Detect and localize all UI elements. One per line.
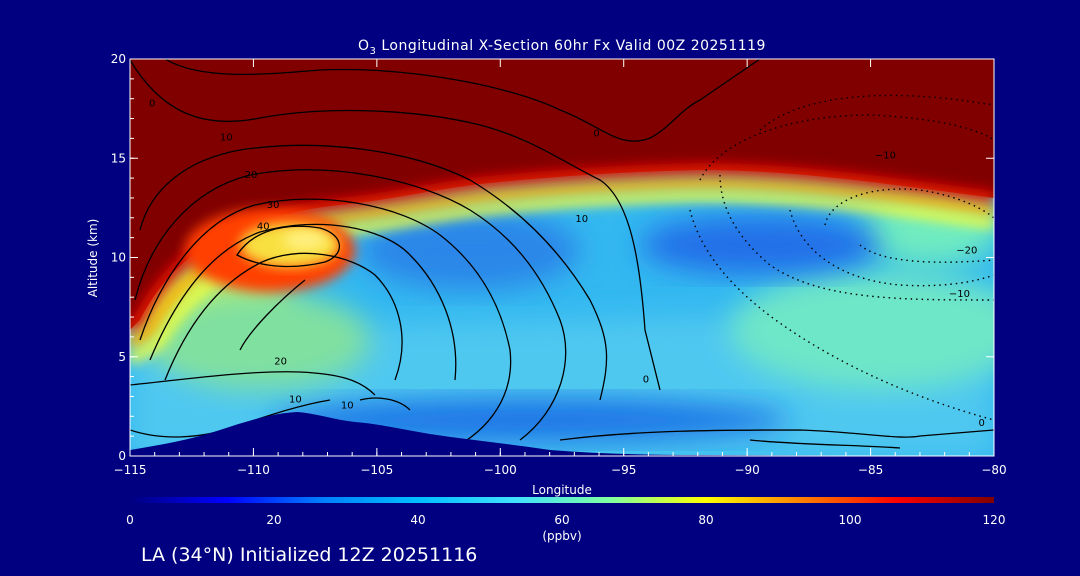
colorbar-tick-label: 100 bbox=[839, 513, 862, 527]
x-tick-label: −105 bbox=[360, 463, 393, 477]
colorbar-tick-label: 60 bbox=[554, 513, 569, 527]
contour-label: 10 bbox=[289, 394, 302, 405]
contour-label: 40 bbox=[257, 222, 270, 233]
y-tick-label: 15 bbox=[111, 151, 126, 165]
contour-label: −20 bbox=[956, 246, 977, 257]
contour-label: 30 bbox=[267, 200, 280, 211]
terrain-silhouette bbox=[130, 412, 994, 456]
x-tick-label: −90 bbox=[734, 463, 759, 477]
colorbar-tick-label: 40 bbox=[410, 513, 425, 527]
field-stratosphere bbox=[130, 59, 994, 330]
contour-label: 20 bbox=[245, 170, 258, 181]
x-tick-label: −115 bbox=[114, 463, 147, 477]
y-tick-label: 5 bbox=[118, 350, 126, 364]
field-max-core bbox=[283, 230, 327, 250]
contour-label: 0 bbox=[149, 99, 155, 110]
footer-init-text: LA (34°N) Initialized 12Z 20251116 bbox=[141, 544, 477, 566]
contour-label: 0 bbox=[643, 375, 649, 386]
x-axis: −115 −110 −105 −100 −95 −90 −85 −80 bbox=[114, 59, 1007, 477]
colorbar-tick-label: 20 bbox=[266, 513, 281, 527]
contour-label: −10 bbox=[949, 289, 970, 300]
contour-label: −10 bbox=[875, 150, 896, 161]
contour-label: 0 bbox=[978, 418, 984, 429]
field-blue-band-mid bbox=[360, 210, 580, 290]
colorbar-unit-label: (ppbv) bbox=[542, 529, 581, 543]
ozone-color-field bbox=[130, 59, 994, 456]
y-tick-label: 20 bbox=[111, 52, 126, 66]
x-tick-label: −85 bbox=[858, 463, 883, 477]
colorbar-tick-label: 80 bbox=[698, 513, 713, 527]
chart-title-subscript: 3 bbox=[370, 46, 377, 57]
x-tick-label: −110 bbox=[237, 463, 270, 477]
y-tick-label: 10 bbox=[111, 251, 126, 265]
contour-label: 20 bbox=[274, 357, 287, 368]
chart-title: O3 Longitudinal X-Section 60hr Fx Valid … bbox=[358, 38, 766, 57]
chart-title-rest: Longitudinal X-Section 60hr Fx Valid 00Z… bbox=[376, 38, 766, 54]
x-axis-title: Longitude bbox=[532, 483, 592, 497]
chart-title-main: O bbox=[358, 38, 370, 54]
x-tick-label: −80 bbox=[981, 463, 1006, 477]
field-east-green bbox=[730, 270, 994, 390]
y-axis: 0 5 10 15 20 bbox=[111, 52, 994, 463]
field-blue-band-east bbox=[640, 215, 880, 275]
contour-label: 10 bbox=[220, 132, 233, 143]
contour-label: 10 bbox=[341, 400, 354, 411]
colorbar-tick-label: 120 bbox=[983, 513, 1006, 527]
colorbar-tick-label: 0 bbox=[126, 513, 134, 527]
colorbar: 0 20 40 60 80 100 120 bbox=[126, 497, 1005, 527]
dotted-contours bbox=[689, 94, 994, 421]
y-tick-label: 0 bbox=[118, 449, 126, 463]
x-tick-label: −100 bbox=[484, 463, 517, 477]
contour-labels: 0 10 20 30 40 20 10 10 10 0 0 −10 −20 −10 0 bbox=[149, 99, 985, 430]
field-west-green bbox=[150, 290, 370, 390]
colorbar-ramp bbox=[130, 497, 994, 503]
y-axis-title: Altitude (km) bbox=[86, 219, 100, 298]
contour-label: 10 bbox=[575, 214, 588, 225]
contour-label: 0 bbox=[593, 128, 599, 139]
x-tick-label: −95 bbox=[611, 463, 636, 477]
